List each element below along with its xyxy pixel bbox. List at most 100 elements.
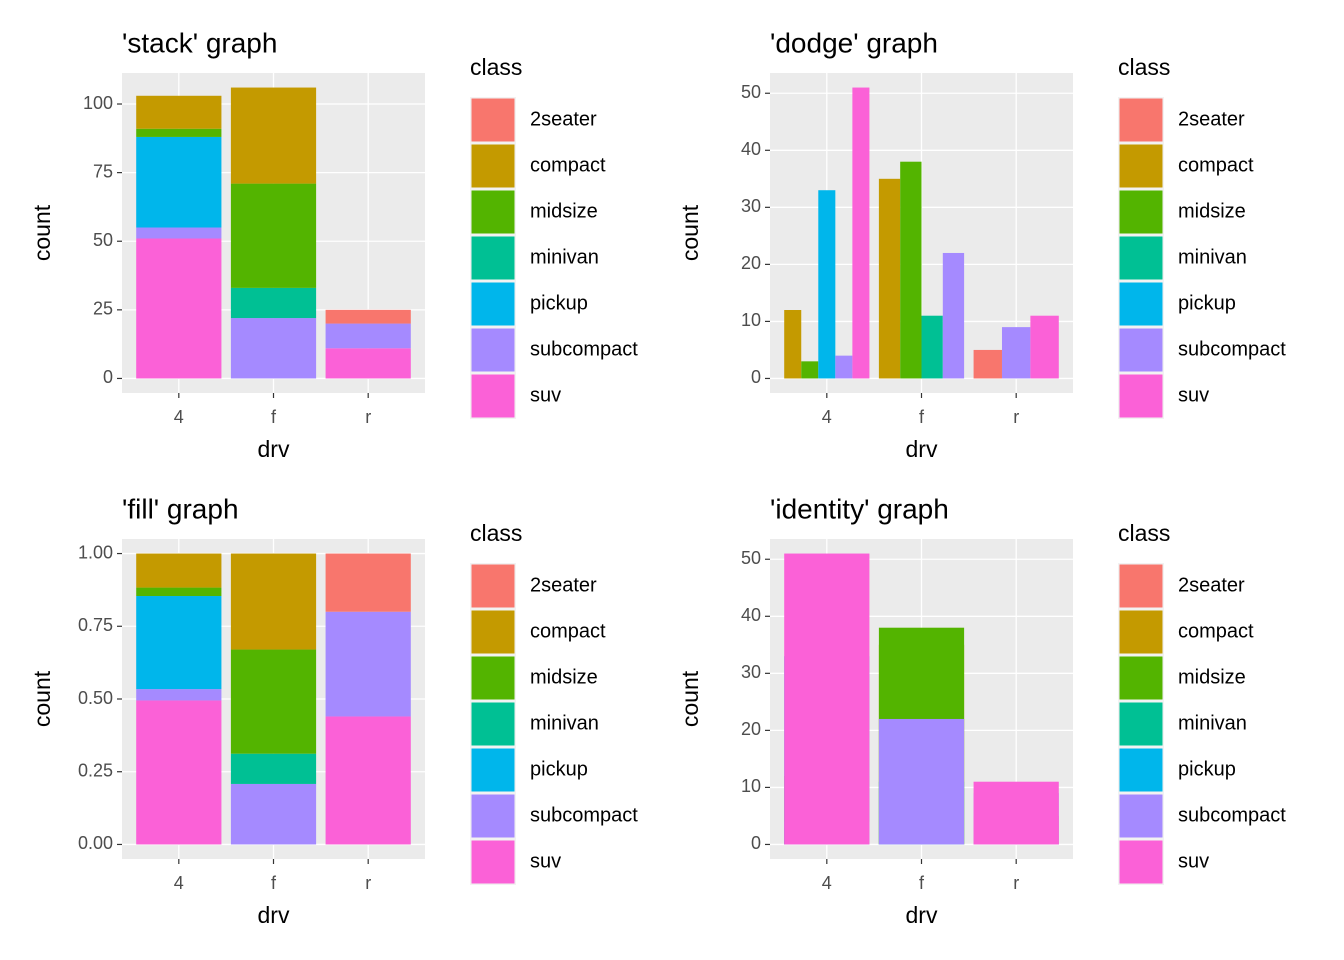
bar [325, 323, 411, 349]
y-axis-label: count [29, 670, 55, 727]
legend-label: suv [530, 850, 561, 872]
y-tick-label: 0.50 [78, 688, 113, 708]
legend-label: 2seater [530, 574, 597, 596]
y-tick-label: 1.00 [78, 542, 113, 562]
chart-title: 'stack' graph [122, 27, 277, 58]
y-tick-label: 50 [741, 82, 761, 102]
bar [230, 553, 317, 650]
bar [852, 87, 870, 379]
legend-key [1119, 374, 1163, 418]
legend-key [471, 748, 515, 792]
bar [136, 689, 222, 701]
legend-key [1119, 144, 1163, 188]
legend-title: class [1118, 520, 1170, 546]
legend-label: subcompact [530, 804, 638, 826]
y-tick-label: 100 [83, 93, 113, 113]
legend-label: subcompact [1178, 338, 1286, 360]
x-tick-label: 4 [822, 407, 832, 427]
legend-key [1119, 840, 1163, 884]
bar [136, 95, 222, 129]
legend-key [471, 840, 515, 884]
legend-label: midsize [1178, 200, 1246, 222]
y-tick-label: 0 [751, 833, 761, 853]
legend-title: class [470, 520, 522, 546]
bar [325, 611, 411, 717]
legend-key [471, 794, 515, 838]
y-tick-label: 0 [103, 367, 113, 387]
y-tick-label: 0.75 [78, 615, 113, 635]
legend-label: suv [530, 384, 561, 406]
x-tick-label: f [919, 873, 925, 893]
bar [784, 553, 870, 845]
legend-label: compact [1178, 620, 1254, 642]
legend-key [1119, 564, 1163, 608]
x-tick-label: f [271, 407, 277, 427]
y-tick-label: 0 [751, 367, 761, 387]
x-axis-label: drv [906, 436, 938, 462]
y-axis-label: count [677, 670, 703, 727]
legend-label: minivan [530, 712, 599, 734]
bar [230, 649, 317, 754]
bar [325, 348, 411, 379]
bar [230, 783, 317, 845]
bar [230, 87, 317, 184]
legend-key [1119, 794, 1163, 838]
bar [136, 700, 222, 845]
legend-key [1119, 702, 1163, 746]
x-axis-label: drv [258, 902, 290, 928]
bar [801, 361, 819, 379]
x-tick-label: r [1013, 407, 1019, 427]
bar [325, 309, 411, 324]
legend-label: 2seater [530, 108, 597, 130]
legend-key [1119, 282, 1163, 326]
legend-key [471, 282, 515, 326]
legend-label: pickup [1178, 758, 1236, 780]
x-tick-label: 4 [822, 873, 832, 893]
legend-label: pickup [1178, 292, 1236, 314]
y-tick-label: 50 [93, 230, 113, 250]
x-tick-label: 4 [174, 407, 184, 427]
y-axis-label: count [29, 204, 55, 261]
legend-key [471, 328, 515, 372]
bar [230, 753, 317, 784]
legend-key [471, 190, 515, 234]
legend-key [471, 144, 515, 188]
y-tick-label: 25 [93, 299, 113, 319]
bar [878, 718, 965, 845]
legend-label: suv [1178, 384, 1209, 406]
legend-key [1119, 328, 1163, 372]
legend-label: minivan [1178, 712, 1247, 734]
legend-key [1119, 656, 1163, 700]
legend-label: midsize [1178, 666, 1246, 688]
legend-label: subcompact [530, 338, 638, 360]
y-tick-label: 75 [93, 161, 113, 181]
y-tick-label: 10 [741, 776, 761, 796]
legend-label: 2seater [1178, 108, 1245, 130]
y-tick-label: 10 [741, 310, 761, 330]
legend-label: midsize [530, 666, 598, 688]
legend-title: class [470, 54, 522, 80]
chart-title: 'dodge' graph [770, 27, 938, 58]
bar [136, 238, 222, 379]
legend-key [471, 98, 515, 142]
legend-key [1119, 98, 1163, 142]
bar [136, 128, 222, 137]
y-tick-label: 30 [741, 196, 761, 216]
y-axis-label: count [677, 204, 703, 261]
x-tick-label: 4 [174, 873, 184, 893]
legend-key [1119, 190, 1163, 234]
legend-label: compact [1178, 154, 1254, 176]
legend-key [471, 610, 515, 654]
legend-key [1119, 748, 1163, 792]
bar [230, 287, 317, 319]
bar [973, 349, 1002, 379]
legend-key [1119, 610, 1163, 654]
x-tick-label: r [365, 407, 371, 427]
legend-key [471, 374, 515, 418]
legend-key [471, 236, 515, 280]
legend-label: midsize [530, 200, 598, 222]
legend-label: minivan [1178, 246, 1247, 268]
y-tick-label: 30 [741, 662, 761, 682]
